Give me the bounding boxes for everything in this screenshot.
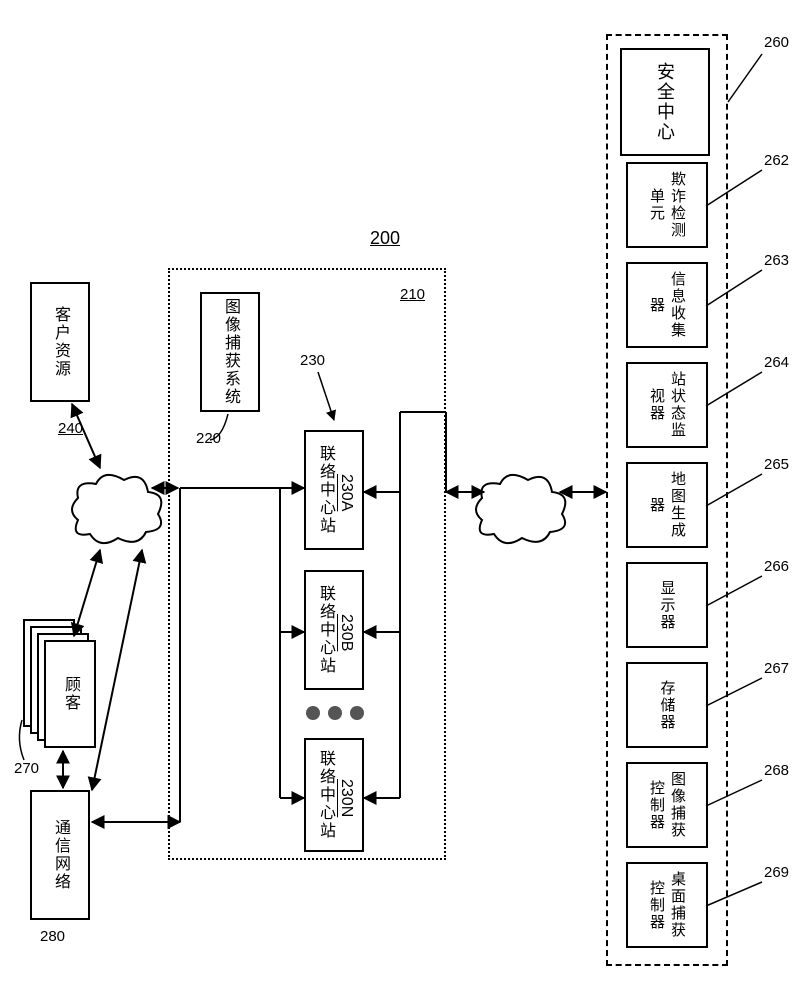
station-230n-id: 230N <box>337 779 355 817</box>
sc-module-268: 图像捕获控制器 <box>626 762 708 848</box>
image-capture-system-label: 图像捕获系统 <box>218 298 242 406</box>
ellipsis-dot <box>350 706 364 720</box>
sc-module-label: 图像捕获控制器 <box>646 764 688 846</box>
sc-num-266: 266 <box>764 558 789 575</box>
ellipsis-dot <box>328 706 342 720</box>
customer-card-front: 顾客 <box>44 640 96 748</box>
station-230a-label: 联络中心站 <box>313 445 337 535</box>
sc-num-264: 264 <box>764 354 789 371</box>
sc-module-265: 地图生成器 <box>626 462 708 548</box>
customer-resource: 客户资源 <box>30 282 90 402</box>
sc-num-262: 262 <box>764 152 789 169</box>
station-230b: 联络中心站 230B <box>304 570 364 690</box>
sc-module-264: 站状态监视器 <box>626 362 708 448</box>
sc-num-263: 263 <box>764 252 789 269</box>
comm-network-label: 通信网络 <box>48 819 72 891</box>
ellipsis-dot <box>306 706 320 720</box>
station-230b-label: 联络中心站 <box>313 585 337 675</box>
station-230n-label: 联络中心站 <box>313 750 337 840</box>
customer-resource-num: 240 <box>58 420 83 437</box>
customer-resource-label: 客户资源 <box>48 306 72 378</box>
sc-num-260: 260 <box>764 34 789 51</box>
sc-num-268: 268 <box>764 762 789 779</box>
sc-module-label: 信息收集器 <box>646 264 688 346</box>
sc-num-267: 267 <box>764 660 789 677</box>
sc-module-label: 桌面捕获控制器 <box>646 864 688 946</box>
contact-center-num: 210 <box>400 286 425 303</box>
image-capture-system: 图像捕获系统 <box>200 292 260 412</box>
diagram-canvas: 200 210 图像捕获系统 220 230 联络中心站 230A 联络中心站 … <box>0 0 802 1000</box>
cloud-255-num: 255 <box>510 500 535 517</box>
sc-module-label: 地图生成器 <box>646 464 688 546</box>
sc-num-269: 269 <box>764 864 789 881</box>
sc-module-267: 存储器 <box>626 662 708 748</box>
station-230a: 联络中心站 230A <box>304 430 364 550</box>
sc-num-265: 265 <box>764 456 789 473</box>
station-230b-id: 230B <box>337 614 355 651</box>
station-230n: 联络中心站 230N <box>304 738 364 852</box>
image-capture-system-num: 220 <box>196 430 221 447</box>
sc-module-269: 桌面捕获控制器 <box>626 862 708 948</box>
customers-num: 270 <box>14 760 39 777</box>
security-center-title-box: 安全中心 <box>620 48 710 156</box>
sc-module-266: 显示器 <box>626 562 708 648</box>
comm-network-num: 280 <box>40 928 65 945</box>
figure-number: 200 <box>370 228 400 249</box>
comm-network: 通信网络 <box>30 790 90 920</box>
sc-module-262: 欺诈检测单元 <box>626 162 708 248</box>
cloud-250-num: 250 <box>104 500 129 517</box>
customers-label: 顾客 <box>58 676 82 712</box>
sc-module-label: 显示器 <box>657 580 678 631</box>
sc-module-label: 存储器 <box>657 680 678 731</box>
security-center-title: 安全中心 <box>652 62 678 142</box>
station-230a-id: 230A <box>337 474 355 511</box>
station-group-num: 230 <box>300 352 325 369</box>
sc-module-263: 信息收集器 <box>626 262 708 348</box>
sc-module-label: 欺诈检测单元 <box>646 164 688 246</box>
sc-module-label: 站状态监视器 <box>646 364 688 446</box>
